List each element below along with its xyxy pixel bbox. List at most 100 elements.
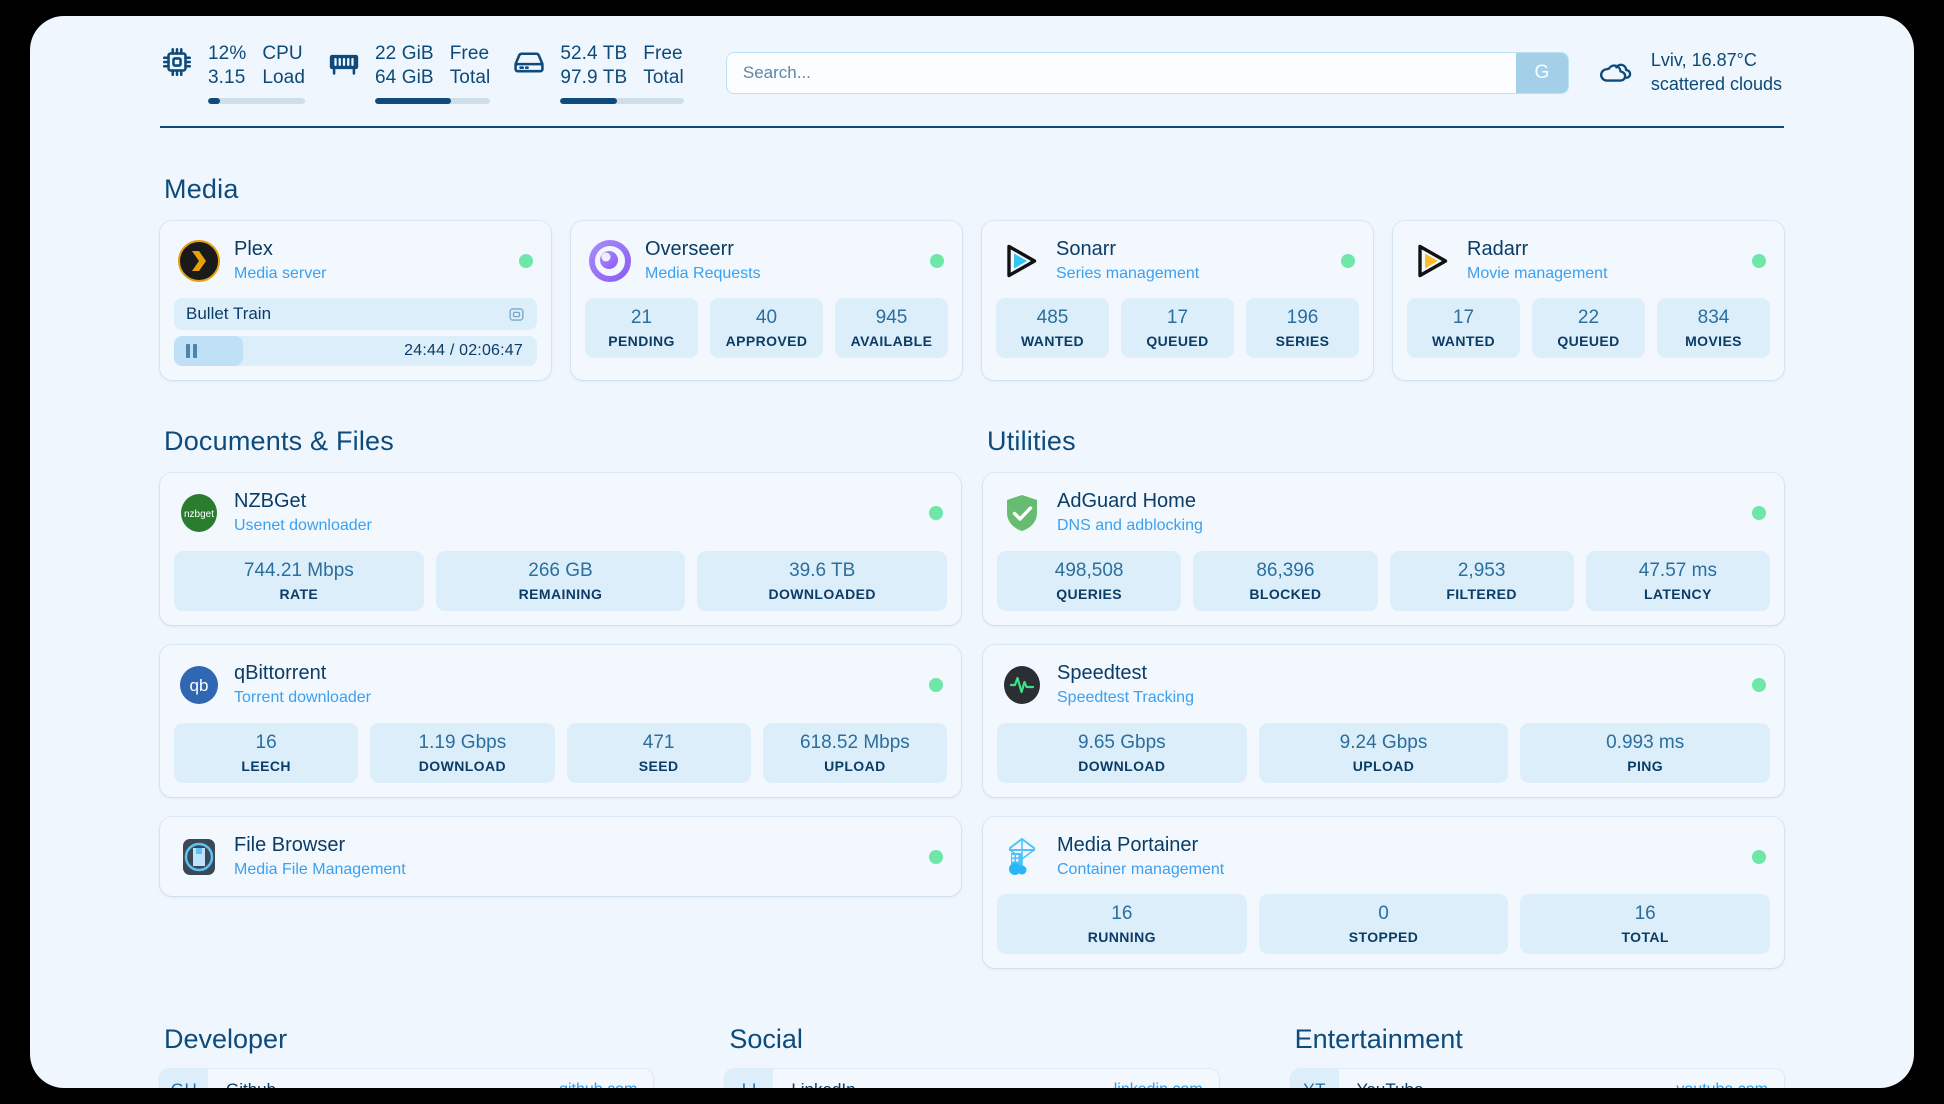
bookmark-item-youtube[interactable]: YT YouTube youtube.com [1290,1069,1784,1088]
playback-progress-bar[interactable]: 24:44 / 02:06:47 [174,336,537,367]
cast-icon[interactable] [508,306,525,323]
disk-label-top: Free [643,43,683,64]
card-header: File Browser Media File Management [174,831,947,883]
service-card-adguard-home[interactable]: AdGuard Home DNS and adblocking 498,508 … [983,473,1784,626]
stat-tile: 0 STOPPED [1258,894,1509,955]
stat-label: PING [1627,757,1664,774]
stat-value: 834 [1697,307,1730,329]
service-name: Sonarr [1056,237,1117,260]
stat-label: DOWNLOAD [418,757,506,774]
service-card-speedtest[interactable]: Speedtest Speedtest Tracking 9.65 Gbps D… [983,645,1784,797]
plex-player: Bullet Train 24:44 / 02:06:47 [174,298,537,367]
card-header: Plex Media server [174,235,537,287]
stat-label: DOWNLOADED [768,586,876,603]
status-badge [1752,677,1766,692]
stat-label: SERIES [1275,333,1330,350]
bookmark-item-linkedin[interactable]: LI LinkedIn linkedin.com [725,1069,1219,1088]
memory-free-value: 22 GiB [375,43,434,64]
header-bar: 12% 3.15 CPU Load [160,16,1784,104]
card-header: Overseerr Media Requests [585,235,948,287]
status-badge [930,253,944,268]
section-title-utilities: Utilities [987,426,1076,457]
stat-label: WANTED [1431,333,1496,350]
stat-label: DOWNLOAD [1078,757,1166,774]
cpu-label-top: CPU [262,43,303,64]
service-name: Overseerr [645,237,734,260]
sonarr-icon [1000,240,1042,282]
service-card-media-portainer[interactable]: Media Portainer Container management 16 … [983,816,1784,969]
service-desc: Media Requests [645,264,761,282]
bookmark-url: youtube.com [1676,1081,1784,1088]
status-badge [1752,849,1766,864]
stat-label: SEED [638,757,679,774]
stat-value: 744.21 Mbps [243,560,354,582]
service-card-qbittorrent[interactable]: qb qBittorrent Torrent downloader [160,645,961,797]
service-desc: Media server [234,264,327,282]
overseerr-icon [589,239,631,282]
service-card-plex[interactable]: Plex Media server Bullet Train [160,220,551,381]
stat-value: 266 GB [528,560,593,582]
stat-value: 17 [1452,307,1475,329]
service-card-sonarr[interactable]: Sonarr Series management 485 WANTED 17 Q… [982,220,1373,381]
stat-label: STOPPED [1348,929,1419,946]
bookmark-list: LI LinkedIn linkedin.com TW Twitter twit… [725,1069,1219,1088]
service-card-radarr[interactable]: Radarr Movie management 17 WANTED 22 QUE… [1393,220,1784,381]
search-box[interactable]: G [725,51,1569,94]
bookmark-group-title: Social [729,1024,803,1055]
svg-text:nzbget: nzbget [184,509,214,520]
stat-value: 16 [255,731,277,753]
cpu-stat-group: 12% 3.15 CPU Load [160,42,327,104]
stat-label: QUEUED [1557,333,1620,350]
disk-label-bottom: Total [643,67,684,89]
service-card-overseerr[interactable]: Overseerr Media Requests 21 PENDING 40 A… [571,220,962,381]
service-name: NZBGet [234,490,307,513]
bookmark-group-developer: Developer GH Github github.com SO StackO… [160,978,654,1088]
stat-tile: 39.6 TB DOWNLOADED [697,551,948,612]
service-desc: DNS and adblocking [1057,517,1203,535]
status-badge [1752,253,1766,268]
status-badge [929,849,943,864]
dashboard-page: 12% 3.15 CPU Load [30,16,1914,1088]
stat-value: 498,508 [1054,560,1124,582]
pause-icon[interactable] [186,344,197,359]
stats-row: 21 PENDING 40 APPROVED 945 AVAILABLE [585,298,948,359]
stats-row: 16 LEECH 1.19 Gbps DOWNLOAD 471 SEED [174,722,947,783]
stat-tile: 498,508 QUERIES [997,551,1182,612]
plex-icon [178,239,220,282]
card-header: Radarr Movie management [1407,235,1770,287]
memory-label-bottom: Total [449,67,491,89]
stat-label: QUEUED [1146,333,1209,350]
stat-label: AVAILABLE [850,333,933,350]
search-area: G [725,51,1569,94]
utilities-card-stack: AdGuard Home DNS and adblocking 498,508 … [983,473,1784,969]
disk-usage-bar [560,97,684,104]
svg-text:qb: qb [190,676,209,695]
search-submit-button[interactable]: G [1515,52,1568,93]
stat-label: BLOCKED [1249,586,1322,603]
service-name: AdGuard Home [1057,490,1196,513]
stat-value: 39.6 TB [789,560,856,582]
disk-stat-group: 52.4 TB 97.9 TB Free Total [512,42,706,104]
cpu-usage-value: 12% [208,43,247,64]
stat-value: 0 [1378,903,1389,925]
card-header: Media Portainer Container management [997,831,1770,883]
stat-tile: 0.993 ms PING [1520,722,1771,783]
bookmark-abbr: YT [1290,1069,1339,1088]
documents-card-stack: nzbget NZBGet Usenet downloader 74 [160,473,961,897]
stat-tile: 16 TOTAL [1520,894,1771,955]
stats-row: 17 WANTED 22 QUEUED 834 MOVIES [1407,298,1770,359]
stat-value: 0.993 ms [1606,731,1685,753]
now-playing-title: Bullet Train [186,304,272,324]
media-card-grid: Plex Media server Bullet Train [160,220,1784,381]
bookmarks-grid: Developer GH Github github.com SO StackO… [160,978,1784,1088]
bookmark-item-github[interactable]: GH Github github.com [160,1069,654,1088]
service-card-nzbget[interactable]: nzbget NZBGet Usenet downloader 74 [160,473,961,626]
service-desc: Torrent downloader [234,689,371,707]
search-input[interactable] [726,52,1516,93]
bookmark-abbr: GH [160,1069,208,1088]
cpu-icon [160,45,194,79]
now-playing-row: Bullet Train [174,298,537,331]
service-card-file-browser[interactable]: File Browser Media File Management [160,816,961,897]
service-desc: Media File Management [234,860,406,878]
speedtest-icon [1001,664,1043,706]
